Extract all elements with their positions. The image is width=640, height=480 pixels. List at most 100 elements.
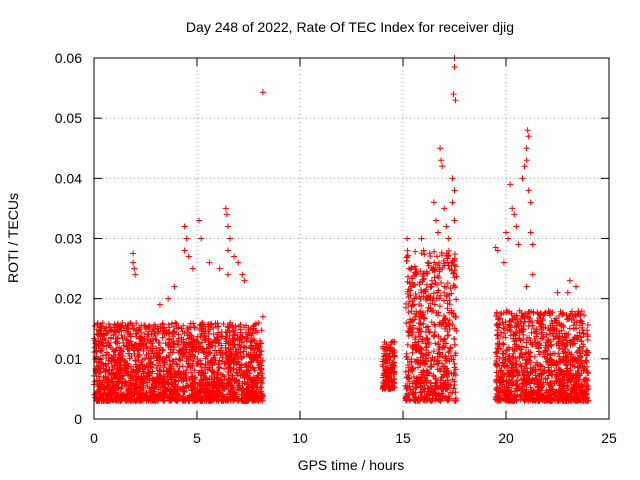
- data-point: [200, 373, 207, 380]
- data-point: [132, 397, 139, 404]
- data-point: [165, 380, 172, 387]
- data-point: [224, 323, 231, 330]
- data-point: [226, 377, 233, 384]
- data-point: [251, 346, 258, 353]
- data-point: [222, 344, 229, 351]
- data-point: [425, 349, 432, 356]
- data-point: [198, 320, 205, 327]
- data-point: [126, 346, 133, 353]
- data-point: [106, 386, 113, 393]
- data-point: [163, 330, 170, 337]
- data-point: [187, 353, 194, 360]
- data-point: [443, 223, 450, 230]
- data-point: [529, 241, 536, 248]
- data-point: [159, 347, 166, 354]
- data-point: [259, 89, 266, 96]
- data-point: [254, 384, 261, 391]
- data-point: [170, 344, 177, 351]
- data-point: [409, 322, 416, 329]
- data-point: [188, 369, 195, 376]
- data-point: [556, 345, 563, 352]
- data-point: [412, 339, 419, 346]
- data-point: [555, 350, 562, 357]
- data-point: [498, 329, 505, 336]
- data-point: [210, 324, 217, 331]
- data-point: [255, 319, 262, 326]
- data-point: [431, 329, 438, 336]
- data-point: [404, 374, 411, 381]
- data-point: [430, 348, 437, 355]
- x-tick-label: 15: [395, 430, 411, 446]
- data-point: [240, 343, 247, 350]
- data-point: [230, 365, 237, 372]
- data-point: [124, 337, 131, 344]
- data-point: [232, 345, 239, 352]
- data-point: [416, 315, 423, 322]
- data-point: [381, 371, 388, 378]
- data-point: [192, 348, 199, 355]
- data-point: [427, 305, 434, 312]
- data-point: [434, 253, 441, 260]
- data-point: [416, 293, 423, 300]
- data-point: [254, 341, 261, 348]
- data-point: [440, 297, 447, 304]
- data-point: [221, 360, 228, 367]
- data-point: [431, 259, 438, 266]
- data-point: [431, 356, 438, 363]
- data-point: [216, 357, 223, 364]
- data-point: [448, 353, 455, 360]
- data-point: [115, 326, 122, 333]
- data-point: [441, 283, 448, 290]
- data-point: [192, 396, 199, 403]
- data-point: [409, 302, 416, 309]
- data-point: [557, 390, 564, 397]
- data-point: [425, 370, 432, 377]
- data-point: [258, 390, 265, 397]
- data-point: [432, 322, 439, 329]
- data-point: [424, 281, 431, 288]
- data-point: [140, 394, 147, 401]
- data-point: [447, 345, 454, 352]
- data-point: [176, 363, 183, 370]
- data-point: [446, 297, 453, 304]
- data-point: [216, 349, 223, 356]
- data-point: [111, 322, 118, 329]
- data-point: [136, 384, 143, 391]
- data-point: [231, 378, 238, 385]
- data-point: [445, 235, 452, 242]
- data-point: [198, 363, 205, 370]
- data-point: [116, 351, 123, 358]
- data-point: [185, 253, 192, 260]
- data-point: [421, 315, 428, 322]
- data-point: [416, 301, 423, 308]
- data-point: [131, 325, 138, 332]
- data-point: [404, 382, 411, 389]
- data-point: [385, 344, 392, 351]
- data-point: [444, 292, 451, 299]
- data-point: [239, 380, 246, 387]
- data-point: [94, 321, 101, 328]
- data-point: [206, 349, 213, 356]
- data-point: [166, 335, 173, 342]
- data-point: [519, 175, 526, 182]
- data-point: [186, 356, 193, 363]
- data-point: [91, 335, 98, 342]
- data-point: [160, 355, 167, 362]
- data-point: [440, 343, 447, 350]
- data-point: [452, 350, 459, 357]
- data-point: [156, 340, 163, 347]
- data-point: [188, 347, 195, 354]
- data-point: [234, 372, 241, 379]
- data-point: [136, 396, 143, 403]
- data-point: [152, 336, 159, 343]
- data-point: [124, 328, 131, 335]
- data-point: [107, 379, 114, 386]
- data-point: [196, 392, 203, 399]
- data-point: [254, 392, 261, 399]
- data-point: [107, 324, 114, 331]
- data-point: [244, 335, 251, 342]
- data-point: [111, 357, 118, 364]
- data-point: [237, 349, 244, 356]
- data-point: [448, 260, 455, 267]
- data-point: [228, 393, 235, 400]
